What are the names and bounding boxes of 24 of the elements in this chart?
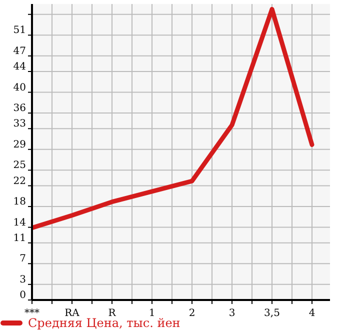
y-tick-label: 44 [13,62,26,73]
y-tick-label: 33 [13,118,26,130]
x-tick-label: 3,5 [264,308,280,319]
y-tick-label: 18 [13,196,26,208]
legend-label: Средняя Цена, тыс. йен [28,316,180,330]
y-tick-label: 51 [13,25,26,36]
y-tick-label: 40 [13,82,26,94]
y-tick-label: 22 [13,176,26,187]
x-tick-label: R [108,308,116,319]
y-tick-label: 47 [13,46,26,57]
y-tick-label: 14 [13,217,26,228]
y-tick-label: 29 [13,139,26,150]
y-tick-label: 0 [20,290,26,301]
x-tick-label: 2 [188,308,196,319]
x-tick-label: *** [24,308,40,319]
y-tick-label: 11 [13,232,26,244]
x-tick-label: 3 [228,308,236,319]
x-tick-label: RA [64,308,80,319]
y-tick-label: 25 [13,160,26,172]
x-tick-label: 4 [308,308,316,319]
y-tick-label: 3 [20,274,26,286]
y-tick-label: 7 [20,254,26,265]
x-tick-label: 1 [148,308,156,319]
y-tick-label: 36 [13,103,26,114]
